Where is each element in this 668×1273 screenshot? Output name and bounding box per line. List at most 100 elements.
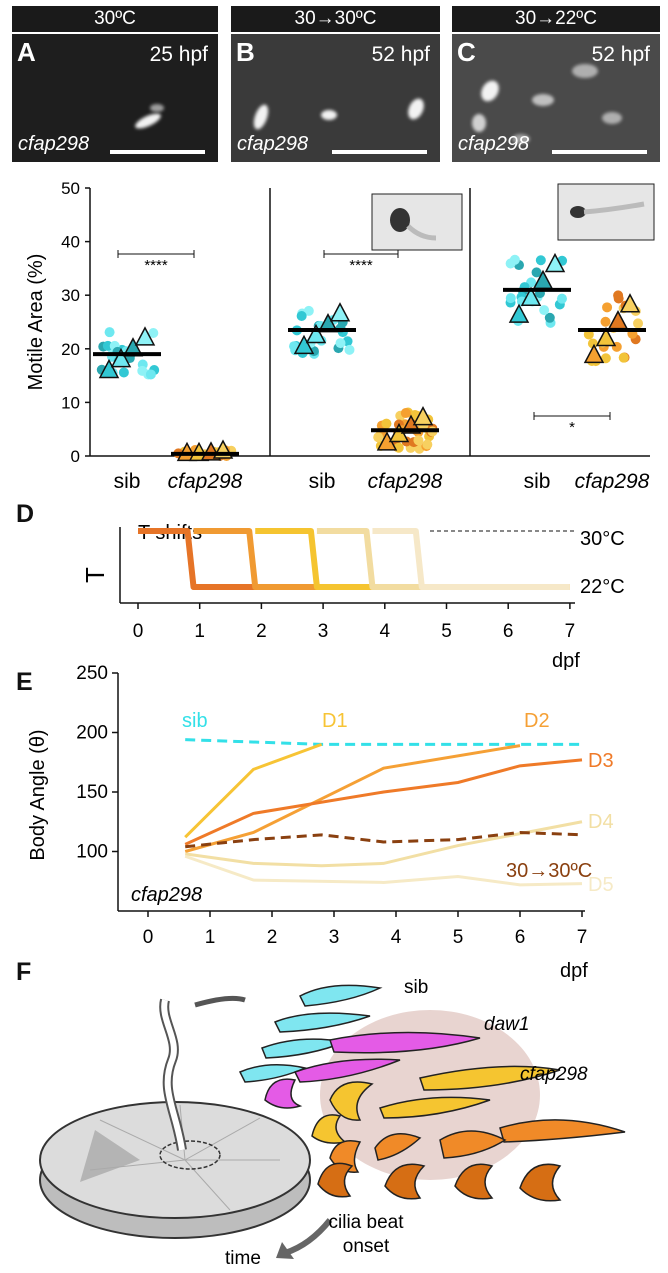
data-point — [600, 353, 611, 364]
level-30c: 30°C — [580, 528, 625, 550]
shift-line — [193, 528, 570, 590]
data-point — [544, 312, 555, 323]
label-f-cfap: cfap298 — [520, 1064, 588, 1085]
mean-triangle — [329, 302, 351, 322]
petri-dish-icon — [39, 998, 311, 1239]
data-point — [613, 290, 624, 301]
y-tick-label: 20 — [61, 340, 80, 359]
data-point — [118, 367, 129, 378]
y-axis: 0 10 20 30 40 50 Motile Area (%) — [25, 179, 91, 466]
e-x-tick: 1 — [205, 927, 216, 948]
series-line — [184, 854, 583, 887]
series-line — [184, 742, 323, 839]
xlabel-sib-b: sib — [309, 470, 336, 493]
data-point — [145, 369, 156, 380]
series-line — [184, 820, 583, 868]
mean-triangle — [293, 334, 315, 355]
hpf-label-b: 52 hpf — [371, 43, 430, 66]
illustration-f: sib daw1 cfap298 time cilia beat onset — [39, 977, 626, 1269]
mean-triangle — [607, 309, 629, 330]
rotation-arrow-bottom — [284, 1218, 333, 1256]
label-f-time: time — [225, 1248, 261, 1269]
e-y-tick: 200 — [76, 723, 108, 744]
label-d3: D3 — [588, 750, 614, 772]
scale-bar-a — [110, 150, 205, 154]
mean-triangle — [134, 326, 156, 346]
d-xlabel: dpf — [552, 650, 580, 670]
data-point — [104, 327, 115, 338]
mean-triangle — [583, 343, 605, 364]
hpf-label-a: 25 hpf — [149, 43, 208, 66]
mean-triangle — [595, 326, 617, 347]
e-y-tick: 150 — [76, 782, 108, 803]
mean-triangle — [412, 406, 434, 426]
data-point — [102, 340, 113, 351]
svg-text:****: **** — [349, 257, 373, 274]
label-d4: D4 — [588, 811, 614, 833]
panel-letter-a: A — [17, 37, 36, 67]
data-point — [373, 432, 384, 443]
t-axis-label: T — [80, 567, 110, 583]
shift-line — [316, 528, 570, 590]
e-y-tick: 100 — [76, 842, 108, 863]
label-d5: D5 — [588, 874, 614, 896]
header-30c: 30ºC — [12, 6, 218, 32]
data-point — [556, 293, 567, 304]
svg-text:*: * — [569, 419, 575, 436]
panel-letter-d: D — [16, 500, 35, 528]
d-x-tick: 4 — [380, 621, 391, 642]
e-ylabel: Body Angle (θ) — [27, 729, 49, 860]
shift-line — [138, 528, 570, 590]
e-x-tick: 6 — [515, 927, 526, 948]
sig-bracket-b: **** — [323, 250, 399, 274]
sig-bracket-a: **** — [117, 250, 195, 274]
scale-bar-c — [552, 150, 647, 154]
larva-inset-c — [557, 183, 655, 241]
svg-text:****: **** — [144, 257, 168, 274]
e-annotation: cfap298 — [131, 884, 202, 906]
y-tick-label: 30 — [61, 286, 80, 305]
e-x-tick: 5 — [453, 927, 464, 948]
d-x-tick: 0 — [133, 621, 144, 642]
label-30-30: 30→30ºC — [506, 860, 592, 882]
data-point — [535, 255, 546, 266]
d-x-tick: 3 — [318, 621, 329, 642]
data-point — [296, 311, 307, 322]
rotation-arrow-top — [194, 995, 246, 1008]
series-line — [185, 738, 582, 746]
data-point — [137, 365, 148, 376]
series-line — [185, 830, 583, 849]
mean-triangle — [619, 293, 641, 313]
data-point — [148, 327, 159, 338]
y-tick-label: 0 — [71, 447, 80, 466]
gene-label-a: cfap298 — [18, 133, 90, 155]
data-point — [587, 338, 598, 349]
data-point — [335, 338, 346, 349]
label-sib: sib — [182, 710, 208, 732]
xlabel-cfap-b: cfap298 — [368, 470, 443, 493]
e-y-tick: 250 — [76, 665, 108, 684]
label-d2: D2 — [524, 710, 550, 732]
data-point — [618, 352, 629, 363]
data-point — [344, 344, 355, 355]
micrograph-a: A 25 hpf cfap298 — [12, 34, 218, 162]
d-x-tick: 5 — [441, 621, 452, 642]
label-f-daw1: daw1 — [484, 1014, 529, 1035]
d-x-tick: 6 — [503, 621, 514, 642]
label-d1: D1 — [322, 710, 348, 732]
label-f-onset-1: cilia beat — [329, 1212, 405, 1233]
series-line — [184, 758, 583, 846]
mean-triangle — [98, 358, 120, 379]
fish-sib — [238, 984, 383, 1083]
larva-inset-b — [371, 193, 463, 251]
shift-line — [372, 528, 570, 590]
gene-label-b: cfap298 — [237, 133, 309, 155]
xlabel-cfap-c: cfap298 — [575, 470, 650, 493]
e-xlabel: dpf — [560, 960, 588, 982]
body-angle-chart: 100 150 200 250 0 1 2 3 4 5 6 7 Body Angle (θ) dpf… — [27, 665, 614, 982]
data-point — [505, 258, 516, 269]
mean-triangle — [520, 286, 542, 307]
data-point — [531, 267, 542, 278]
